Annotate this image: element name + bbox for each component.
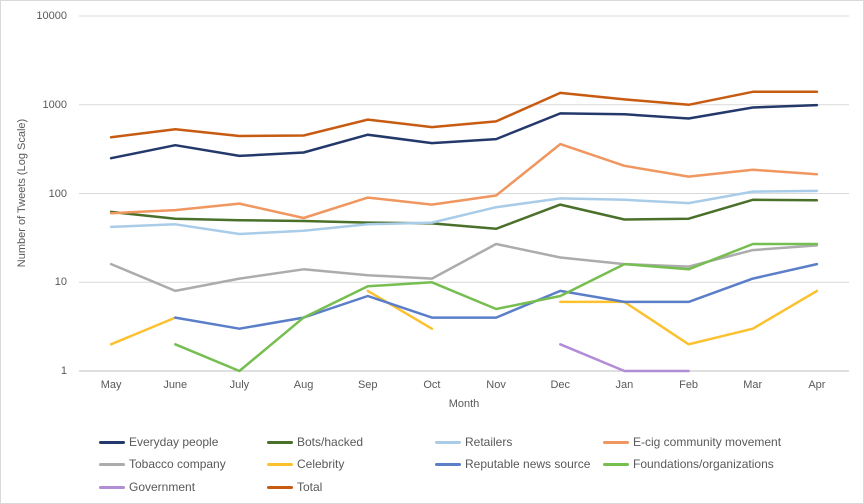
series-line-retailers	[109, 189, 819, 236]
x-tick-label-oct: Oct	[423, 379, 441, 391]
legend-label-total: Total	[297, 480, 323, 494]
series-line-tobacco-company	[109, 242, 819, 293]
legend-item-reputable-news-source: Reputable news source	[435, 457, 590, 471]
legend-label-bots-hacked: Bots/hacked	[297, 435, 364, 449]
y-tick-label-10: 10	[54, 276, 67, 289]
legend-label-tobacco-company: Tobacco company	[129, 457, 226, 471]
legend-swatch-everyday-people	[99, 440, 125, 444]
legend-item-foundations-organizations: Foundations/organizations	[603, 457, 774, 471]
y-tick-label-1000: 1000	[42, 98, 67, 111]
x-axis-title: Month	[448, 398, 480, 410]
legend-swatch-reputable-news-source	[435, 462, 461, 466]
series-line-e-cig-community-movement	[109, 142, 819, 220]
x-tick-label-mar: Mar	[743, 379, 763, 391]
legend-swatch-celebrity	[267, 462, 293, 466]
legend-item-everyday-people: Everyday people	[99, 435, 218, 449]
series-line-foundations-organizations	[174, 242, 819, 373]
y-tick-label-1: 1	[60, 365, 67, 377]
x-tick-label-jan: Jan	[615, 379, 634, 391]
legend-label-retailers: Retailers	[465, 435, 513, 449]
legend-item-bots-hacked: Bots/hacked	[267, 435, 363, 449]
x-tick-label-nov: Nov	[486, 379, 506, 391]
y-tick-label-10000: 10000	[36, 10, 67, 22]
legend-label-reputable-news-source: Reputable news source	[465, 457, 591, 471]
legend-label-foundations-organizations: Foundations/organizations	[633, 457, 774, 471]
x-tick-label-feb: Feb	[679, 379, 699, 391]
legend-item-tobacco-company: Tobacco company	[99, 457, 226, 471]
x-tick-label-sep: Sep	[357, 379, 378, 391]
legend-label-e-cig-community-movement: E-cig community movement	[633, 435, 782, 449]
legend-label-everyday-people: Everyday people	[129, 435, 219, 449]
legend-item-retailers: Retailers	[435, 435, 512, 449]
series-line-everyday-people	[109, 103, 819, 160]
series-line-total	[109, 90, 819, 139]
legend-item-celebrity: Celebrity	[267, 457, 344, 471]
x-tick-label-apr: Apr	[808, 379, 826, 391]
series-line-celebrity	[109, 289, 819, 346]
series-line-reputable-news-source	[174, 262, 819, 330]
y-tick-label-100: 100	[48, 187, 67, 200]
legend-label-celebrity: Celebrity	[297, 457, 345, 471]
legend-label-government: Government	[129, 480, 196, 494]
x-tick-label-aug: Aug	[293, 379, 314, 391]
legend-item-government: Government	[99, 480, 195, 494]
legend-swatch-bots-hacked	[267, 440, 293, 444]
legend-swatch-foundations-organizations	[603, 462, 629, 466]
x-tick-label-dec: Dec	[550, 379, 571, 391]
legend-swatch-retailers	[435, 440, 461, 444]
series-line-government	[559, 343, 690, 373]
x-tick-label-june: June	[163, 379, 188, 391]
legend-swatch-e-cig-community-movement	[603, 440, 629, 444]
y-axis-title: Number of Tweets (Log Scale)	[16, 118, 28, 268]
legend-item-e-cig-community-movement: E-cig community movement	[603, 435, 781, 449]
legend-item-total: Total	[267, 480, 322, 494]
legend-swatch-total	[267, 485, 293, 489]
series-line-bots-hacked	[109, 198, 819, 231]
legend-swatch-tobacco-company	[99, 462, 125, 466]
x-tick-label-may: May	[100, 379, 122, 391]
legend-swatch-government	[99, 485, 125, 489]
x-tick-label-july: July	[229, 379, 250, 391]
